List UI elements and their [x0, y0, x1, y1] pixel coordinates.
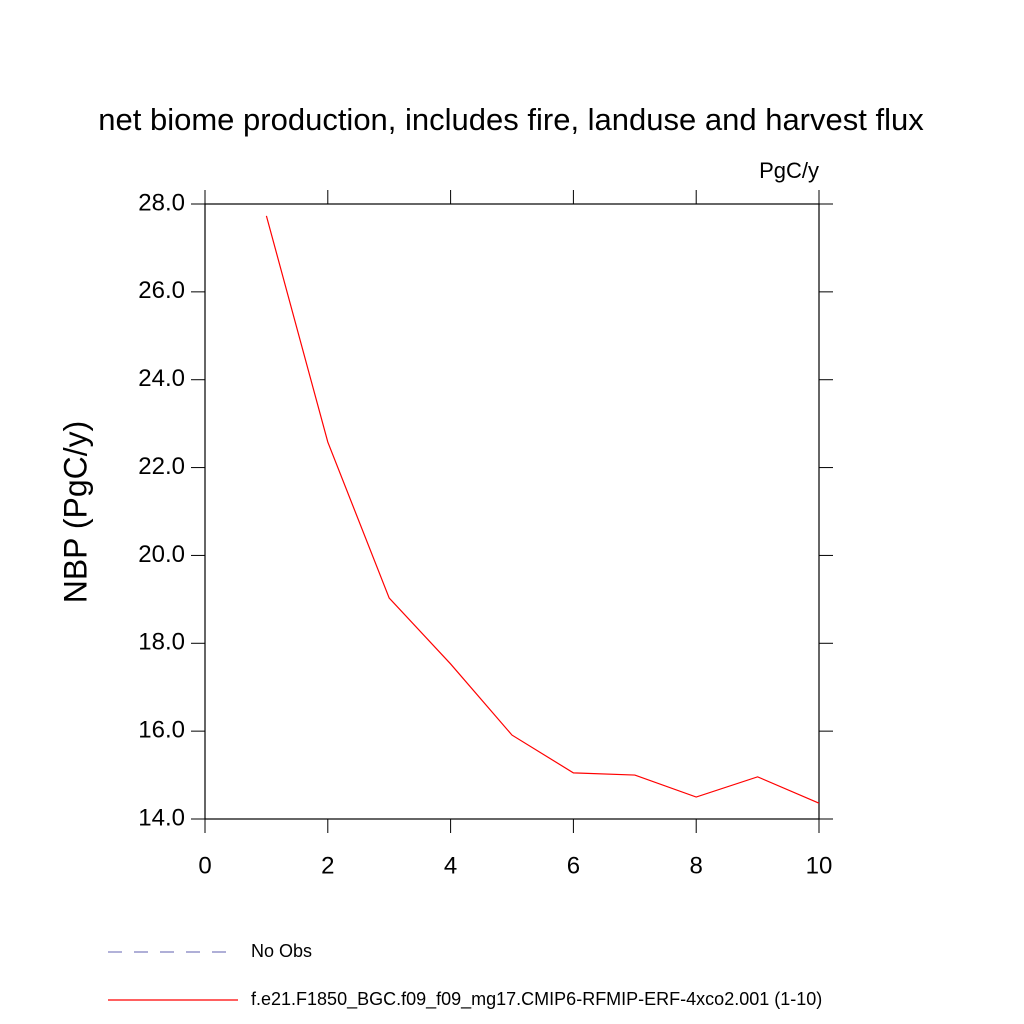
- chart-title: net biome production, includes fire, lan…: [98, 102, 924, 137]
- x-tick-label: 0: [198, 852, 211, 879]
- y-tick-label: 28.0: [138, 189, 185, 216]
- series-line: [265, 215, 820, 804]
- y-tick-label: 22.0: [138, 453, 185, 480]
- y-tick-label: 16.0: [138, 716, 185, 743]
- plot-frame: [204, 203, 820, 820]
- y-tick-label: 20.0: [138, 541, 185, 568]
- y-tick-label: 14.0: [138, 804, 185, 831]
- y-tick-label: 18.0: [138, 629, 185, 656]
- legend-label: f.e21.F1850_BGC.f09_f09_mg17.CMIP6-RFMIP…: [251, 989, 822, 1010]
- x-tick-label: 4: [444, 852, 457, 879]
- y-tick-label: 24.0: [138, 365, 185, 392]
- y-tick-label: 26.0: [138, 277, 185, 304]
- x-tick-label: 6: [567, 852, 580, 879]
- x-tick-label: 8: [690, 852, 703, 879]
- y-axis-label: NBP (PgC/y): [57, 421, 93, 604]
- units-label: PgC/y: [759, 158, 819, 183]
- x-tick-label: 2: [321, 852, 334, 879]
- legend-label: No Obs: [251, 941, 312, 961]
- x-tick-label: 10: [806, 852, 833, 879]
